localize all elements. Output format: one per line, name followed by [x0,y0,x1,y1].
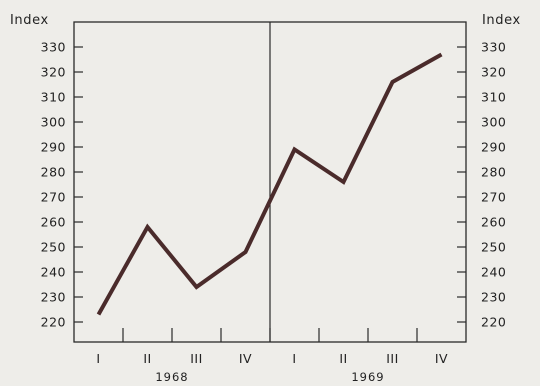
y-axis-left: 220 230 240 250 260 270 280 290 300 310 320 330 [41,40,83,330]
year-labels: 1968 1969 [155,370,384,384]
x-tick-label: I [292,351,296,366]
series-group [96,52,443,316]
y-tick-label-left: 330 [41,40,66,55]
y-tick-label-right: 250 [481,240,506,255]
plot-area [73,21,467,343]
year-label: 1968 [155,370,188,384]
x-axis: I II III IV I II III IV [96,328,448,366]
x-tick-label: II [143,351,151,366]
x-tick-label: IV [239,351,252,366]
y-axis-right: 220 230 240 250 260 270 280 290 300 310 320 330 [457,40,506,330]
y-tick-label-left: 270 [41,190,66,205]
y-tick-label-right: 290 [481,140,506,155]
y-tick-label-right: 300 [481,115,506,130]
y-tick-label-left: 290 [41,140,66,155]
y-tick-label-right: 310 [481,90,506,105]
y-axis-title-right: Index [482,13,521,28]
x-tick-label: I [96,351,100,366]
y-tick-label-right: 280 [481,165,506,180]
x-tick-label: IV [435,351,448,366]
y-tick-label-left: 230 [41,290,66,305]
y-tick-label-right: 240 [481,265,506,280]
x-tick-label: III [190,351,203,366]
y-tick-label-right: 220 [481,315,506,330]
series-line [96,52,443,316]
y-tick-label-left: 260 [41,215,66,230]
year-label: 1969 [351,370,384,384]
y-tick-label-left: 320 [41,65,66,80]
y-tick-label-left: 300 [41,115,66,130]
y-tick-label-left: 250 [41,240,66,255]
y-tick-label-right: 270 [481,190,506,205]
y-tick-label-right: 260 [481,215,506,230]
y-tick-label-left: 220 [41,315,66,330]
x-tick-label: II [339,351,347,366]
x-tick-label: III [386,351,399,366]
y-tick-label-left: 240 [41,265,66,280]
y-tick-label-left: 280 [41,165,66,180]
y-tick-label-right: 330 [481,40,506,55]
y-tick-label-right: 320 [481,65,506,80]
y-axis-title-left: Index [10,13,49,28]
y-tick-label-right: 230 [481,290,506,305]
y-tick-label-left: 310 [41,90,66,105]
